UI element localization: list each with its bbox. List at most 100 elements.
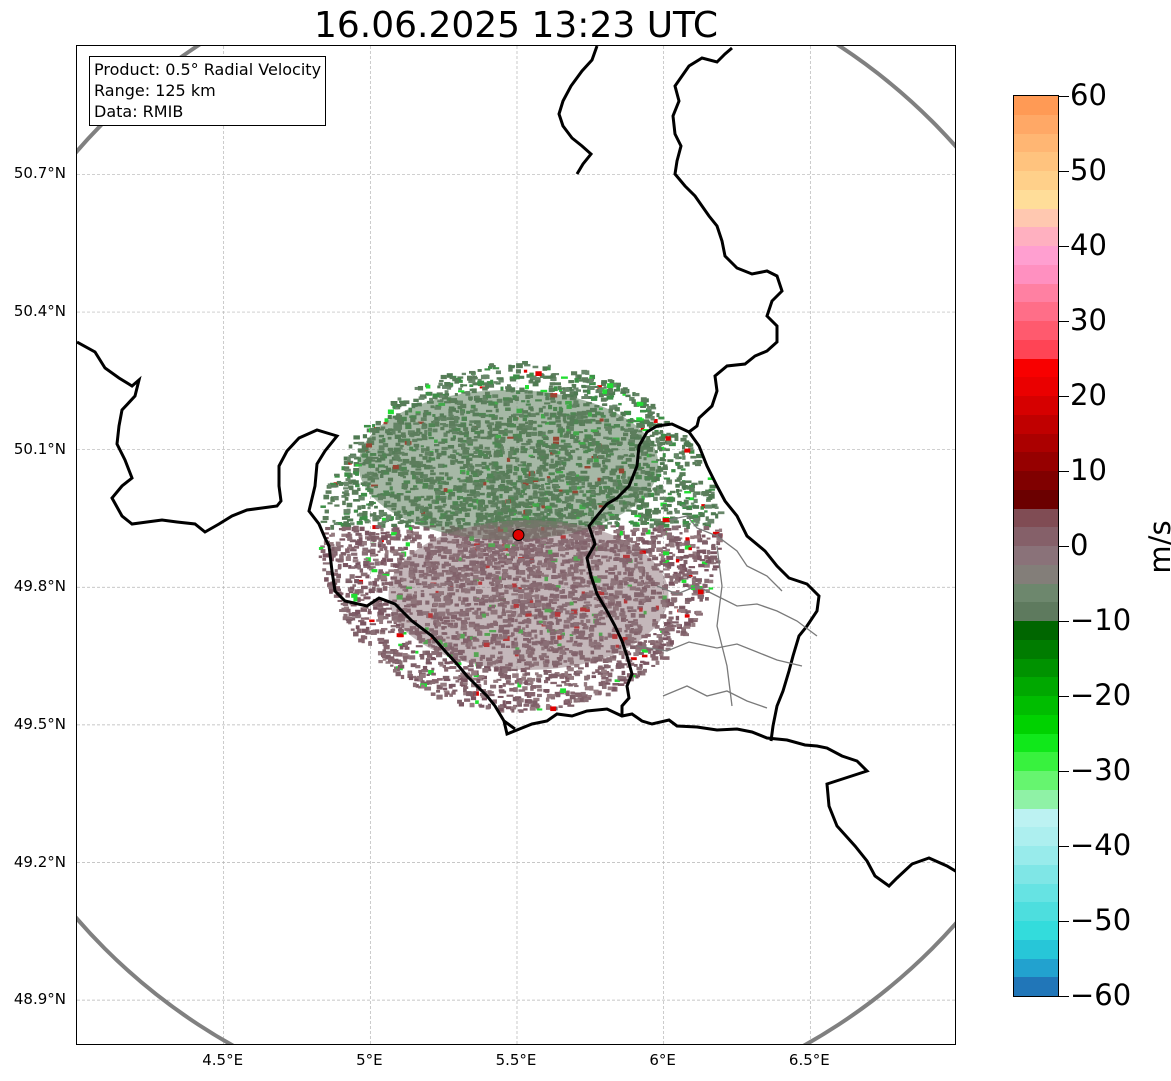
lon-label: 4.5°E [202,1051,244,1069]
colorbar-segment [1014,301,1058,321]
colorbar-segment [1014,526,1058,546]
colorbar-segment [1014,751,1058,771]
colorbar-tick-label: −50 [1070,903,1132,937]
colorbar-segment [1014,114,1058,134]
lon-label: 5°E [356,1051,383,1069]
echo-core-mauve [388,519,669,670]
colorbar-segment [1014,845,1058,865]
colorbar-segment [1014,170,1058,190]
colorbar-segment [1014,470,1058,490]
lat-label: 49.8°N [13,577,66,596]
lat-label: 50.7°N [13,164,66,183]
colorbar-tick-label: −40 [1070,828,1132,862]
colorbar-segment [1014,601,1058,621]
colorbar-tick-label: −10 [1070,603,1132,637]
colorbar-segment [1014,770,1058,790]
border-west [77,340,516,731]
map-canvas [77,46,955,1044]
colorbar-tick [1059,171,1069,172]
country-borders [77,46,955,888]
colorbar-segment [1014,545,1058,565]
colorbar-segment [1014,264,1058,284]
colorbar-tick [1059,621,1069,622]
lat-label: 49.5°N [13,714,66,733]
admin-border-5 [716,545,733,707]
colorbar-segment [1014,489,1058,509]
colorbar-segment [1014,714,1058,734]
colorbar-segment [1014,957,1058,978]
lat-label: 50.1°N [13,439,66,458]
colorbar-segment [1014,414,1058,434]
colorbar-segment [1014,882,1058,903]
colorbar-segment [1014,507,1058,528]
colorbar-segment [1014,245,1058,265]
border-north [557,46,599,175]
colorbar-tick [1059,996,1069,997]
colorbar-segment [1014,639,1058,659]
colorbar-tick [1059,321,1069,322]
lat-label: 48.9°N [13,990,66,1009]
colorbar-tick [1059,546,1069,547]
colorbar-tick-label: 60 [1070,78,1107,112]
colorbar-segment [1014,320,1058,340]
colorbar-segment [1014,901,1058,921]
colorbar-segment [1014,807,1058,828]
admin-border-4 [662,685,768,709]
product-label: Product: 0.5° Radial Velocity [94,60,322,79]
radar-map[interactable] [76,45,956,1045]
admin-border-1 [668,515,783,592]
border-east-lux [585,46,784,716]
colorbar-tick [1059,246,1069,247]
border-south-lux [502,707,955,888]
colorbar-segment [1014,432,1058,453]
colorbar-segment [1014,976,1058,996]
colorbar-tick-label: −20 [1070,678,1132,712]
colorbar-segment [1014,582,1058,603]
colorbar-tick [1059,921,1069,922]
admin-border-2 [656,585,818,637]
colorbar-tick-label: −60 [1070,978,1132,1012]
colorbar-segment [1014,864,1058,884]
colorbar-tick [1059,396,1069,397]
colorbar-tick [1059,696,1069,697]
colorbar-tick-label: 30 [1070,303,1107,337]
colorbar-tick-label: 40 [1070,228,1107,262]
echo-core-green [358,389,659,540]
colorbar-segment [1014,789,1058,809]
colorbar-segment [1014,96,1058,115]
colorbar-segment [1014,826,1058,846]
colorbar-segment [1014,657,1058,678]
colorbar-tick-label: 10 [1070,453,1107,487]
colorbar-segment [1014,151,1058,171]
admin-border-3 [636,641,803,667]
radar-site-layer [512,528,525,541]
range-label: Range: 125 km [94,81,216,100]
radar-site-marker [512,528,525,541]
colorbar-tick [1059,96,1069,97]
radar-echoes [318,360,725,713]
colorbar-segment [1014,376,1058,396]
border-east [687,431,821,742]
lat-label: 49.2°N [13,852,66,871]
colorbar-segment [1014,132,1058,153]
colorbar-segment [1014,207,1058,228]
lon-label: 6.5°E [788,1051,830,1069]
colorbar-segment [1014,939,1058,959]
colorbar-tick-label: 50 [1070,153,1107,187]
colorbar-segment [1014,676,1058,696]
colorbar-tick [1059,471,1069,472]
colorbar-segment [1014,339,1058,359]
colorbar-segment [1014,920,1058,940]
colorbar-segment [1014,226,1058,246]
lon-label: 5.5°E [495,1051,537,1069]
map-title: 16.06.2025 13:23 UTC [313,5,719,46]
colorbar-segment [1014,395,1058,415]
colorbar-tick-label: 0 [1070,528,1089,562]
lon-label: 6°E [649,1051,676,1069]
colorbar-segment [1014,695,1058,715]
colorbar-segment [1014,732,1058,753]
colorbar-tick-label: −30 [1070,753,1132,787]
colorbar-segment [1014,357,1058,378]
lat-label: 50.4°N [13,302,66,321]
colorbar-segment [1014,564,1058,584]
